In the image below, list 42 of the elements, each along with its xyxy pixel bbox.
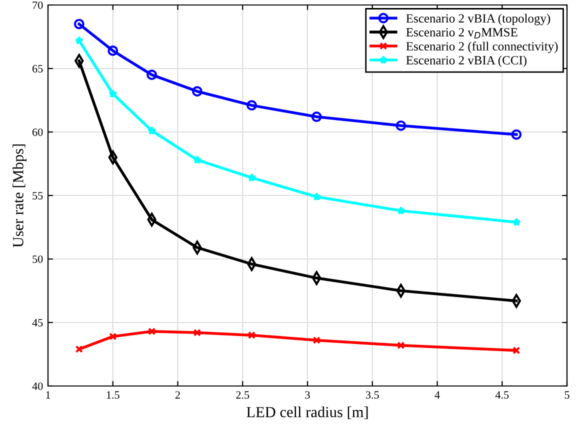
x-tick-label: 4: [434, 391, 440, 399]
point: [146, 70, 158, 80]
point: [396, 120, 406, 131]
point: [108, 46, 118, 56]
x-tick-label: 3: [305, 391, 310, 399]
point: [396, 206, 406, 215]
y-tick-label: 70: [32, 1, 43, 9]
point: [193, 328, 202, 336]
x-axis-title: LED cell radius [m]: [246, 406, 368, 420]
y-axis-title: User rate [Mbps]: [12, 144, 26, 248]
y-tick-label: 40: [32, 382, 43, 390]
x-tick-label: 2.5: [236, 391, 250, 399]
x-tick-label: 2: [175, 391, 180, 399]
legend-label: Escenario 2 vBIA (topology): [406, 14, 550, 26]
point: [311, 112, 322, 122]
y-tick-label: 55: [32, 192, 43, 200]
point: [192, 86, 202, 97]
legend-label: Escenario 2 (full connectivity): [406, 42, 558, 54]
point: [192, 155, 202, 164]
point: [248, 331, 256, 340]
x-tick-label: 4.5: [495, 391, 509, 399]
y-tick-label: 65: [32, 64, 43, 72]
point: [312, 336, 320, 344]
x-tick-label: 1: [46, 391, 50, 399]
point: [511, 129, 522, 140]
legend-label: Escenario 2 vBIA (CCI): [406, 56, 526, 68]
point: [246, 100, 257, 111]
x-tick-label: 3.5: [366, 391, 379, 399]
legend-label: Escenario 2 v$_{D}$MMSE: [406, 28, 518, 38]
x-tick-label: 5: [564, 391, 570, 399]
point: [109, 332, 117, 340]
point: [108, 89, 118, 98]
point: [512, 218, 521, 226]
x-tick-label: 1.5: [106, 391, 120, 399]
point: [74, 18, 84, 30]
y-tick-label: 60: [32, 128, 43, 136]
point: [148, 328, 156, 336]
point: [397, 342, 405, 350]
point: [147, 126, 156, 135]
y-tick-label: 45: [32, 319, 43, 326]
y-tick-label: 50: [32, 255, 43, 263]
point: [74, 36, 84, 44]
